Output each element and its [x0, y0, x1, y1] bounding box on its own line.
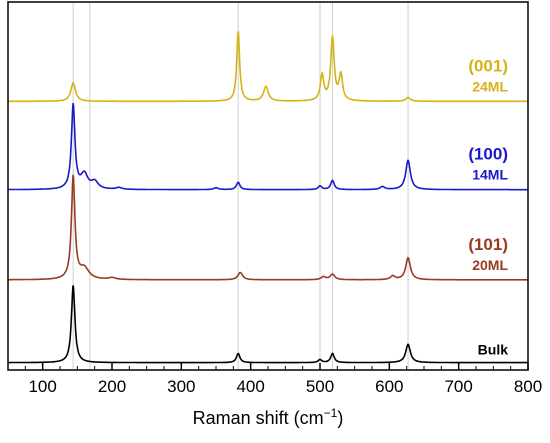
series-line-2	[7, 174, 529, 281]
x-axis-title: Raman shift (cm−1)	[193, 406, 344, 428]
series-labels: (001) 24ML (100) 14ML (101) 20ML Bulk	[468, 56, 508, 357]
plot-frame	[7, 1, 529, 371]
x-axis: 100 200 300 400 500 600 700 800	[24, 363, 542, 396]
series-orientation-label-0: (001)	[468, 56, 508, 75]
x-tick-label-800: 800	[514, 377, 542, 396]
x-tick-label-600: 600	[375, 377, 403, 396]
x-tick-label-700: 700	[444, 377, 472, 396]
x-tick-label-100: 100	[28, 377, 56, 396]
spectra	[7, 31, 529, 364]
reference-lines	[72, 2, 409, 370]
x-tick-label-200: 200	[98, 377, 126, 396]
series-line-3	[7, 285, 529, 364]
x-tick-label-500: 500	[306, 377, 334, 396]
series-orientation-label-2: (101)	[468, 235, 508, 254]
x-tick-label-300: 300	[167, 377, 195, 396]
series-thickness-label-0: 24ML	[472, 78, 508, 94]
series-line-1	[7, 102, 529, 191]
series-thickness-label-2: 20ML	[472, 257, 508, 273]
x-tick-label-400: 400	[236, 377, 264, 396]
series-orientation-label-3: Bulk	[478, 342, 509, 358]
series-orientation-label-1: (100)	[468, 145, 508, 164]
series-thickness-label-1: 14ML	[472, 167, 508, 183]
series-line-0	[7, 31, 529, 103]
